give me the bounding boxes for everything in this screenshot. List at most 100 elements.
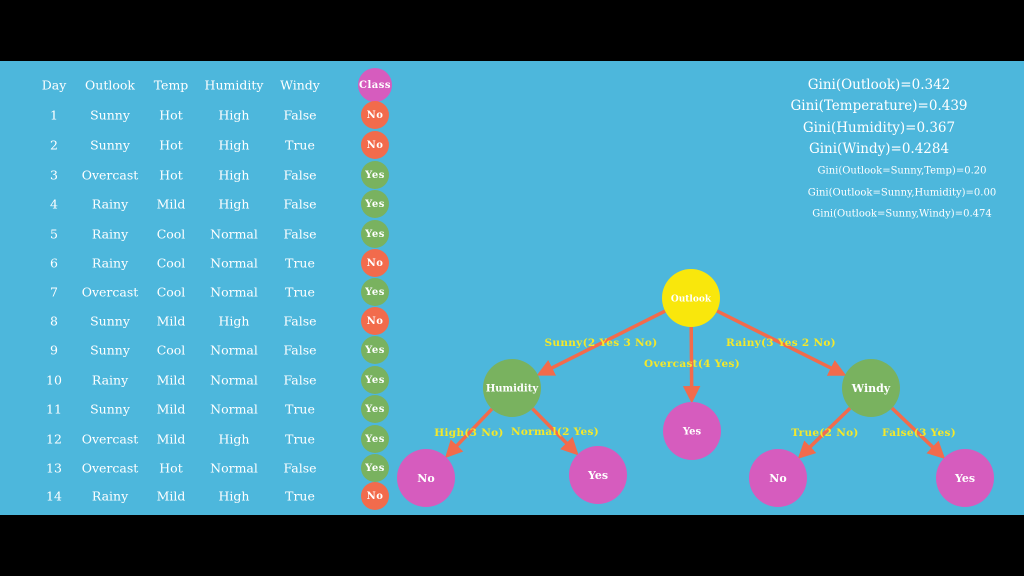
edge-normal — [531, 407, 579, 456]
cell-day: 2 — [50, 137, 58, 153]
header-temp: Temp — [153, 77, 189, 93]
gini-main-3: Gini(Windy)=0.4284 — [808, 141, 950, 157]
class-badge: Yes — [361, 278, 389, 306]
header-class: Class — [358, 68, 392, 102]
cell-temp: Hot — [159, 460, 183, 476]
edge-label-sunny: Sunny(2 Yes 3 No) — [545, 337, 658, 349]
gini-sub-2: Gini(Outlook=Sunny,Windy)=0.474 — [812, 208, 992, 220]
node-label-true-no: No — [769, 472, 786, 485]
class-badge: No — [361, 482, 389, 510]
class-badge: Yes — [361, 395, 389, 423]
node-false-yes — [936, 449, 994, 507]
gini-sub-0: Gini(Outlook=Sunny,Temp)=0.20 — [817, 165, 987, 177]
cell-humidity: High — [218, 431, 250, 447]
cell-humidity: Normal — [210, 342, 258, 358]
class-badge: Yes — [361, 336, 389, 364]
cell-outlook: Overcast — [81, 460, 139, 476]
cell-humidity: Normal — [210, 401, 258, 417]
decision-tree: Sunny(2 Yes 3 No) Overcast(4 Yes) Rainy(3 … — [397, 269, 994, 507]
header-windy: Windy — [280, 77, 320, 93]
cell-humidity: Normal — [210, 372, 258, 388]
cell-windy: False — [283, 342, 317, 358]
cell-outlook: Rainy — [91, 255, 129, 271]
node-label-normal-yes: Yes — [587, 469, 608, 482]
cell-humidity: Normal — [210, 226, 258, 242]
cell-outlook: Overcast — [81, 431, 139, 447]
gini-main-2: Gini(Humidity)=0.367 — [802, 120, 956, 136]
cell-outlook: Sunny — [90, 342, 130, 358]
cell-outlook: Rainy — [91, 196, 129, 212]
cell-temp: Mild — [156, 313, 186, 329]
edge-true — [797, 406, 852, 459]
cell-humidity: High — [218, 488, 250, 504]
cell-temp: Cool — [156, 342, 186, 358]
node-humidity — [483, 359, 541, 417]
class-badge: No — [361, 131, 389, 159]
cell-temp: Hot — [159, 137, 183, 153]
cell-windy: False — [283, 107, 317, 123]
gini-main-1: Gini(Temperature)=0.439 — [790, 98, 968, 114]
class-badge: Yes — [361, 161, 389, 189]
class-badge: No — [361, 101, 389, 129]
node-outlook — [662, 269, 720, 327]
edge-label-high: High(3 No) — [434, 427, 503, 439]
node-windy — [842, 359, 900, 417]
class-badge: Yes — [361, 220, 389, 248]
cell-day: 5 — [50, 226, 58, 242]
edge-sunny — [536, 309, 666, 376]
cell-day: 8 — [50, 313, 58, 329]
cell-windy: False — [283, 372, 317, 388]
edge-rainy — [716, 309, 847, 376]
cell-temp: Cool — [156, 255, 186, 271]
cell-windy: True — [285, 137, 315, 153]
cell-humidity: Normal — [210, 460, 258, 476]
gini-sub-1: Gini(Outlook=Sunny,Humidity)=0.00 — [807, 187, 997, 199]
node-label-false-yes: Yes — [954, 472, 975, 485]
class-badge: Yes — [361, 425, 389, 453]
node-label-humidity: Humidity — [486, 384, 540, 395]
cell-temp: Cool — [156, 226, 186, 242]
class-badge: Yes — [361, 454, 389, 482]
cell-day: 4 — [50, 196, 58, 212]
edge-label-normal: Normal(2 Yes) — [511, 426, 599, 438]
cell-outlook: Overcast — [81, 284, 139, 300]
edge-false — [890, 406, 946, 459]
class-badge: Yes — [361, 366, 389, 394]
edge-overcast — [682, 326, 701, 404]
cell-outlook: Sunny — [90, 107, 130, 123]
cell-day: 1 — [50, 107, 58, 123]
cell-humidity: Normal — [210, 255, 258, 271]
edge-label-overcast: Overcast(4 Yes) — [644, 358, 740, 370]
cell-outlook: Rainy — [91, 226, 129, 242]
node-normal-yes — [569, 446, 627, 504]
cell-windy: True — [285, 401, 315, 417]
cell-temp: Hot — [159, 107, 183, 123]
cell-day: 14 — [46, 488, 62, 504]
cell-humidity: High — [218, 196, 250, 212]
edge-label-rainy: Rainy(3 Yes 2 No) — [726, 337, 836, 349]
cell-temp: Cool — [156, 284, 186, 300]
cell-outlook: Sunny — [90, 313, 130, 329]
cell-temp: Hot — [159, 167, 183, 183]
node-label-high-no: No — [417, 472, 434, 485]
gini-main-0: Gini(Outlook)=0.342 — [807, 77, 951, 93]
cell-humidity: Normal — [210, 284, 258, 300]
cell-day: 7 — [50, 284, 58, 300]
cell-temp: Mild — [156, 372, 186, 388]
cell-day: 3 — [50, 167, 58, 183]
cell-windy: False — [283, 460, 317, 476]
node-true-no — [749, 449, 807, 507]
class-badge: No — [361, 307, 389, 335]
cell-windy: False — [283, 313, 317, 329]
class-badge: Yes — [361, 190, 389, 218]
edge-label-false: False(3 Yes) — [882, 427, 956, 439]
cell-outlook: Rainy — [91, 372, 129, 388]
cell-windy: False — [283, 167, 317, 183]
content-panel: Day Outlook Temp Humidity Windy Class 1 Sunny Ho… — [0, 61, 1024, 515]
class-badge: No — [361, 249, 389, 277]
header-humidity: Humidity — [204, 77, 264, 93]
cell-windy: True — [285, 488, 315, 504]
cell-humidity: High — [218, 137, 250, 153]
cell-day: 13 — [46, 460, 62, 476]
cell-humidity: High — [218, 313, 250, 329]
